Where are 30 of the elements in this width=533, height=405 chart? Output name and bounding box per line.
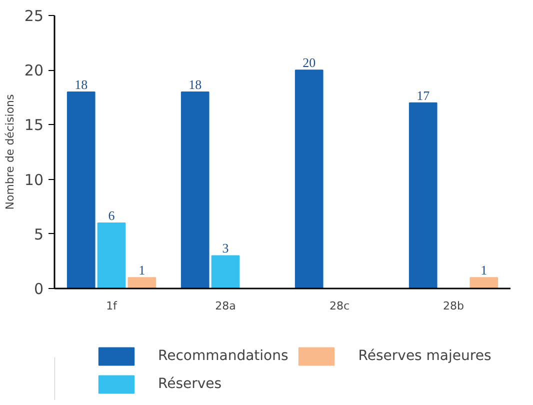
y-tick-label: 0 xyxy=(34,280,44,298)
y-tick-label: 25 xyxy=(24,7,44,25)
y-tick-label: 15 xyxy=(24,116,44,134)
data-label: 18 xyxy=(188,76,202,92)
legend-label: Réserves xyxy=(158,376,222,392)
data-label: 6 xyxy=(108,208,116,223)
data-label: 3 xyxy=(222,240,229,256)
legend-label: Recommandations xyxy=(158,348,288,364)
legend-label: Réserves majeures xyxy=(358,348,492,364)
data-label: 17 xyxy=(416,88,430,103)
bar xyxy=(180,91,210,288)
bar xyxy=(97,222,126,288)
x-tick-label: 28b xyxy=(443,300,464,312)
bar xyxy=(470,277,498,288)
y-tick-label: 20 xyxy=(24,62,44,80)
data-label: 1 xyxy=(138,262,146,278)
bar xyxy=(66,91,96,288)
bar xyxy=(211,255,240,288)
x-tick-label: 28c xyxy=(329,300,350,312)
data-label: 20 xyxy=(302,55,316,70)
data-label: 1 xyxy=(480,262,488,278)
y-tick-label: 5 xyxy=(34,225,44,244)
x-tick-label: 28a xyxy=(215,300,236,312)
x-tick-label: 1f xyxy=(106,300,118,312)
bar xyxy=(294,70,324,288)
bar xyxy=(408,102,438,288)
data-label: 18 xyxy=(74,76,88,92)
y-tick-label: 10 xyxy=(24,170,44,189)
y-axis-title: Nombre de décisions xyxy=(3,94,16,210)
bar xyxy=(128,277,156,288)
